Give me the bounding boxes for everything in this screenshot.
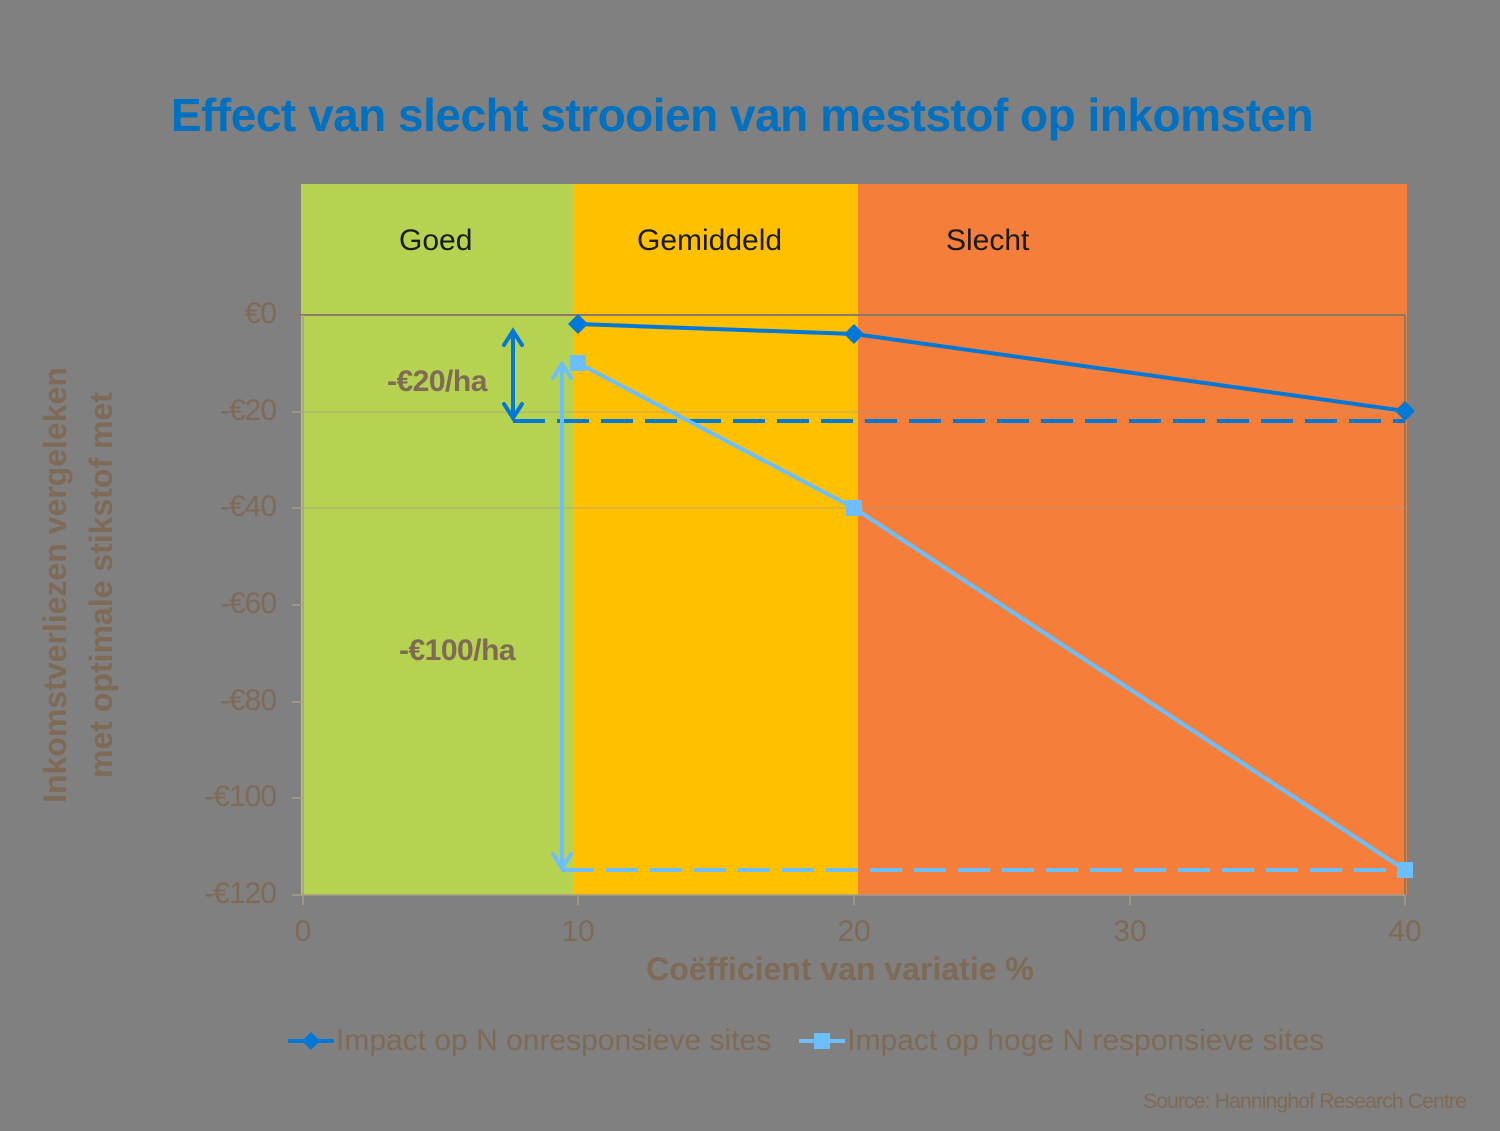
band-label-gemiddeld: Gemiddeld (637, 224, 783, 257)
x-tick-label: 30 (1113, 915, 1147, 948)
series1-point[interactable] (568, 314, 588, 334)
y-tick-label: -€60 (219, 587, 277, 620)
series2-point[interactable] (1397, 862, 1413, 878)
y-tick-label: -€80 (219, 684, 277, 717)
y-axis-title-line1: Inkomstverliezen vergeleken (37, 367, 73, 803)
y-tick-label: -€120 (204, 877, 277, 910)
y-tick-label: -€40 (219, 490, 277, 523)
x-axis-title: Coëfficient van variatie % (646, 951, 1034, 987)
chart-legend: Impact op N onresponsieve sites Impact o… (288, 1024, 1340, 1058)
chart-title: Effect van slecht strooien van meststof … (170, 89, 1314, 141)
band-label-slecht: Slecht (946, 224, 1030, 257)
arrow-large-loss (551, 360, 573, 872)
y-tick-label: €0 (244, 297, 277, 330)
y-tick-label: -€20 (219, 394, 277, 427)
legend-item-series2[interactable]: Impact op hoge N responsieve sites (799, 1024, 1324, 1058)
source-note: Source: Hanninghof Research Centre (1142, 1090, 1467, 1113)
series1-point[interactable] (844, 324, 864, 344)
band-slecht (858, 184, 1407, 895)
y-axis-title-line2: met optimale stikstof met (83, 392, 119, 778)
annotation-small-loss: -€20/ha (387, 365, 487, 398)
square-marker-icon (799, 1033, 846, 1049)
x-tick-label: 0 (294, 915, 312, 948)
legend-label-series2: Impact op hoge N responsieve sites (847, 1024, 1325, 1057)
series1-point[interactable] (1395, 401, 1415, 421)
y-axis-title: Inkomstverliezen vergeleken met optimale… (32, 305, 124, 865)
x-tick-label: 20 (837, 915, 871, 948)
series2-point[interactable] (846, 500, 862, 516)
arrow-small-loss (502, 327, 524, 422)
band-gemiddeld (573, 184, 858, 895)
y-tick-label: -€100 (204, 780, 277, 813)
series2-point[interactable] (570, 355, 586, 371)
band-label-goed: Goed (399, 224, 473, 257)
legend-item-series1[interactable]: Impact op N onresponsieve sites (288, 1024, 771, 1058)
diamond-marker-icon (288, 1032, 334, 1050)
legend-label-series1: Impact op N onresponsieve sites (336, 1024, 772, 1057)
axis-lines (292, 315, 1406, 905)
x-tick-label: 40 (1388, 915, 1422, 948)
x-tick-label: 10 (561, 915, 595, 948)
band-goed (301, 184, 573, 895)
annotation-large-loss: -€100/ha (399, 634, 516, 667)
